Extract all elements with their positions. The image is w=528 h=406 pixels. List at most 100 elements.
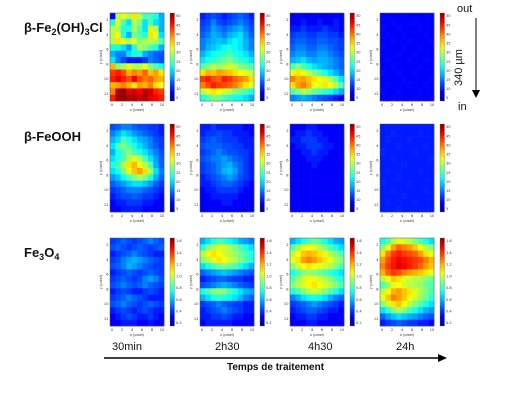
y-tick-label: 4 [376,258,379,262]
heatmap-cell [227,294,233,302]
x-tick-label: 8 [421,328,424,332]
heatmap-cell [221,288,228,295]
colorbar-tick-label: 45 [446,134,451,138]
heatmap-cell [385,275,392,283]
heatmap-cell [115,19,122,26]
colorbar-tick-label: 20 [176,69,181,73]
heatmap-cell [311,38,318,45]
heatmap-cell [396,250,402,258]
heatmap-cell [210,244,217,251]
heatmap-cell [227,50,233,58]
y-tick-label: 2 [196,18,198,22]
heatmap-cell [423,300,429,308]
heatmap-cell [248,263,255,270]
heatmap-cell [401,44,408,52]
heatmap-cell [200,136,206,144]
heatmap-cell [417,193,424,200]
heatmap-cell [137,244,143,251]
heatmap-cell [216,180,222,188]
heatmap-cell [385,282,392,289]
heatmap-cell [205,69,212,77]
heatmap-cell [120,238,127,245]
heatmap-cell [390,282,397,289]
heatmap-cell [205,31,212,39]
heatmap-cell [396,256,402,264]
heatmap-cell [221,300,228,308]
heatmap-cell [380,269,386,277]
heatmap-cell [248,168,255,175]
heatmap-cell [412,38,419,45]
heatmap-cell [317,263,323,270]
heatmap-cell [158,319,165,327]
heatmap-cell [221,263,228,270]
heatmap-cell [137,149,143,156]
heatmap-cell [396,199,402,207]
x-tick-label: 10 [340,214,345,218]
y-tick-label: 2 [286,129,288,133]
heatmap-cell [380,149,386,156]
heatmap-cell [322,142,329,150]
y-tick-label: 12 [104,92,109,96]
heatmap-cell [385,142,392,150]
heatmap-cell [142,180,149,188]
colorbar-tick-label: 50 [446,14,451,18]
heatmap-cell [110,13,116,20]
y-tick-label: 8 [196,173,199,177]
heatmap-cell [295,19,302,26]
colorbar-tick-label: 1.0 [446,274,452,278]
colorbar-tick-label: 15 [446,189,451,193]
heatmap-cell [390,50,397,58]
heatmap-cell [338,161,345,169]
heatmap-cell [300,25,307,33]
heatmap-cell [322,186,329,194]
heatmap-cell [248,25,255,33]
heatmap-cell [317,300,323,308]
colorbar-tick-label: 50 [356,125,361,129]
heatmap-cell [158,124,165,131]
heatmap-cell [401,313,408,321]
heatmap-cell [142,94,149,102]
heatmap-cell [221,174,228,181]
heatmap-cell [380,44,386,52]
heatmap-cell [210,180,217,188]
heatmap-cell [295,199,302,207]
heatmap-cell [338,174,345,181]
x-axis-label: x (pixel) [130,108,145,112]
heatmap-cell [428,130,435,137]
x-tick-label: 4 [221,328,224,332]
heatmap-cell [221,269,228,277]
heatmap-cell [221,199,228,207]
heatmap-cell [200,69,206,77]
heatmap-cell [290,300,296,308]
heatmap-cell [120,44,127,52]
heatmap-cell [243,82,249,89]
heatmap-cell [417,282,424,289]
heatmap-cell [115,161,122,169]
x-tick-label: 2 [121,214,123,218]
heatmap-cell [147,25,154,33]
row3-sub1: 3 [39,252,44,262]
heatmap-cell [290,256,296,264]
heatmap-cell [221,82,228,89]
heatmap-cell [380,180,386,188]
heatmap-cell [147,269,154,277]
heatmap-cell [137,124,143,131]
heatmap-cell [158,186,165,194]
heatmap-cell [327,149,334,156]
heatmap-cell [300,168,307,175]
heatmap-cell [407,57,413,64]
heatmap-cell [126,13,132,20]
heatmap-cell [232,263,239,270]
heatmap-cell [153,82,159,89]
heatmap-cell [210,63,217,70]
heatmap-cell [290,307,296,314]
colorbar-tick-label: 35 [176,42,181,46]
heatmap-cell [423,168,429,175]
heatmap-cell [216,282,222,289]
colorbar-tick-label: 30 [176,51,181,55]
heatmap-cell [407,313,413,321]
heatmap-cell [243,155,249,163]
heatmap-cell [407,319,413,327]
heatmap-cell [200,199,206,207]
